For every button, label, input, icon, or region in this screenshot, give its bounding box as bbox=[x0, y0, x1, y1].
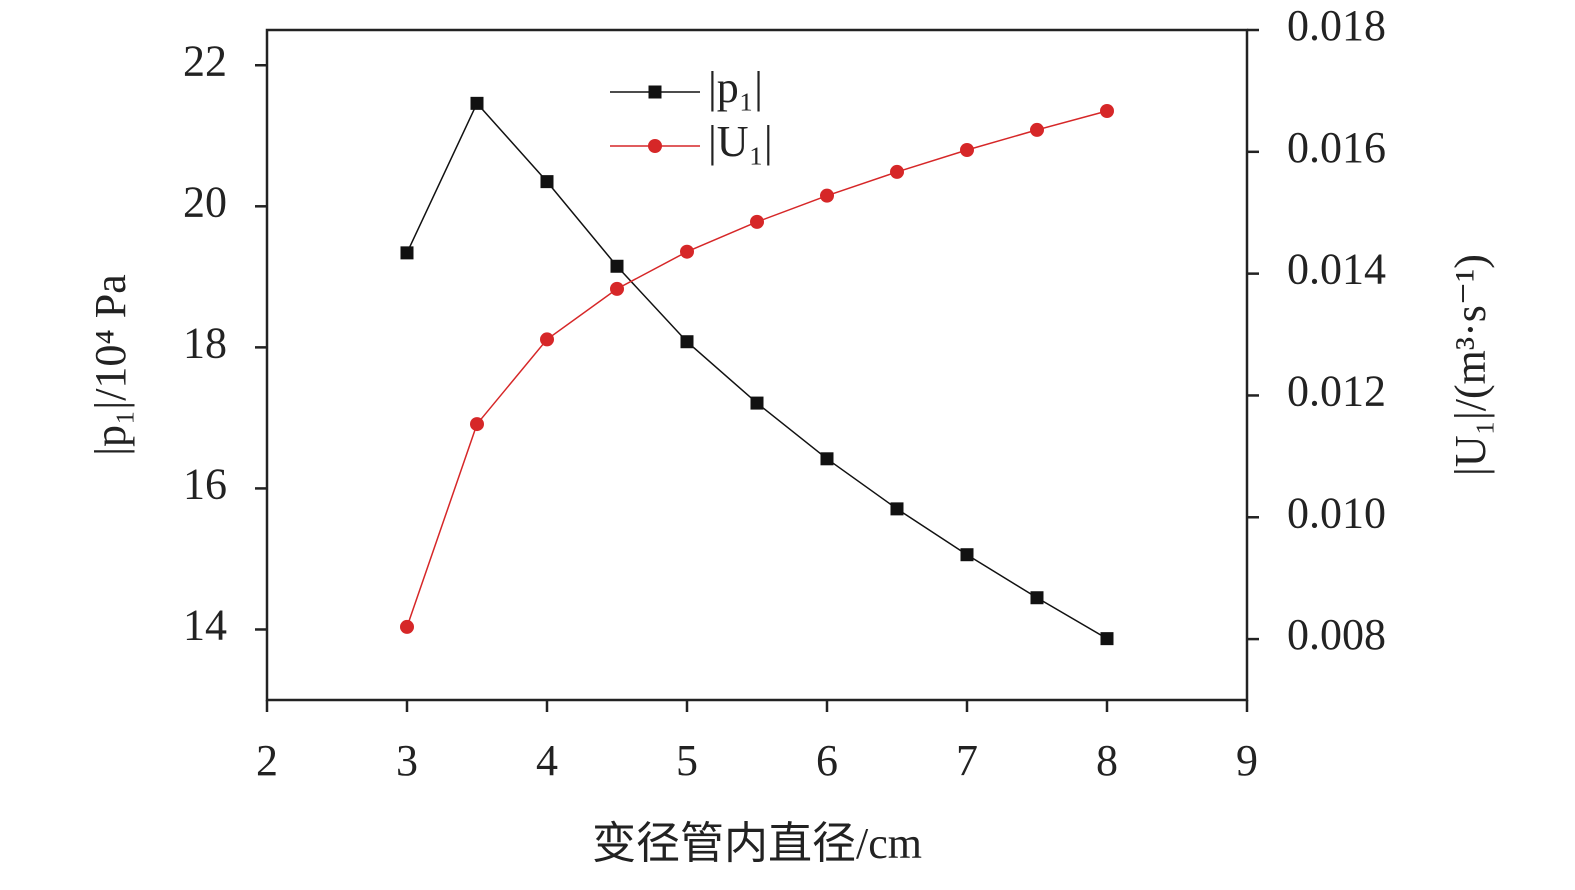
marker bbox=[1100, 632, 1114, 646]
series-line bbox=[406, 102, 1108, 640]
x-tick-label: 9 bbox=[1236, 736, 1258, 785]
marker bbox=[470, 417, 484, 432]
y2-tick-label: 0.014 bbox=[1287, 245, 1386, 294]
x-tick-label: 5 bbox=[676, 736, 698, 785]
marker bbox=[680, 244, 694, 259]
marker bbox=[680, 335, 694, 349]
marker bbox=[610, 281, 624, 296]
y-axis-label: |p₁|/10⁴ Pa bbox=[86, 274, 135, 456]
marker bbox=[820, 452, 834, 466]
marker bbox=[400, 619, 414, 634]
marker bbox=[820, 188, 834, 203]
marker bbox=[960, 548, 974, 562]
marker bbox=[610, 259, 624, 273]
y-tick-label: 22 bbox=[183, 36, 227, 85]
y2-tick-label: 0.018 bbox=[1287, 1, 1386, 50]
marker bbox=[1030, 122, 1044, 137]
y2-tick-label: 0.008 bbox=[1287, 610, 1386, 659]
marker bbox=[750, 214, 764, 229]
x-tick-label: 2 bbox=[256, 736, 278, 785]
x-tick-label: 4 bbox=[536, 736, 558, 785]
x-tick-label: 6 bbox=[816, 736, 838, 785]
y2-tick-label: 0.010 bbox=[1287, 488, 1386, 537]
y2-axis-label: |U₁|/(m³·s⁻¹) bbox=[1446, 254, 1495, 476]
marker bbox=[400, 246, 414, 260]
marker bbox=[1100, 104, 1114, 119]
legend-label: |p₁| bbox=[708, 63, 763, 112]
x-tick-label: 3 bbox=[396, 736, 418, 785]
marker bbox=[890, 164, 904, 179]
y-tick-label: 14 bbox=[183, 601, 227, 650]
marker bbox=[960, 142, 974, 157]
x-tick-label: 8 bbox=[1096, 736, 1118, 785]
marker bbox=[540, 332, 554, 347]
y-tick-label: 18 bbox=[183, 318, 227, 367]
series-line bbox=[406, 110, 1108, 628]
x-tick-label: 7 bbox=[956, 736, 978, 785]
marker bbox=[540, 175, 554, 189]
marker bbox=[470, 96, 484, 110]
marker bbox=[890, 502, 904, 516]
y2-tick-label: 0.012 bbox=[1287, 367, 1386, 416]
legend-marker bbox=[648, 139, 662, 153]
legend-marker bbox=[648, 85, 662, 99]
x-axis-label: 变径管内直径/cm bbox=[592, 819, 922, 868]
y-tick-label: 20 bbox=[183, 177, 227, 226]
plot-frame bbox=[265, 28, 1249, 702]
marker bbox=[750, 396, 764, 410]
y-tick-label: 16 bbox=[183, 460, 227, 509]
y2-tick-label: 0.016 bbox=[1287, 123, 1386, 172]
legend-label: |U₁| bbox=[708, 117, 773, 166]
marker bbox=[1030, 591, 1044, 605]
